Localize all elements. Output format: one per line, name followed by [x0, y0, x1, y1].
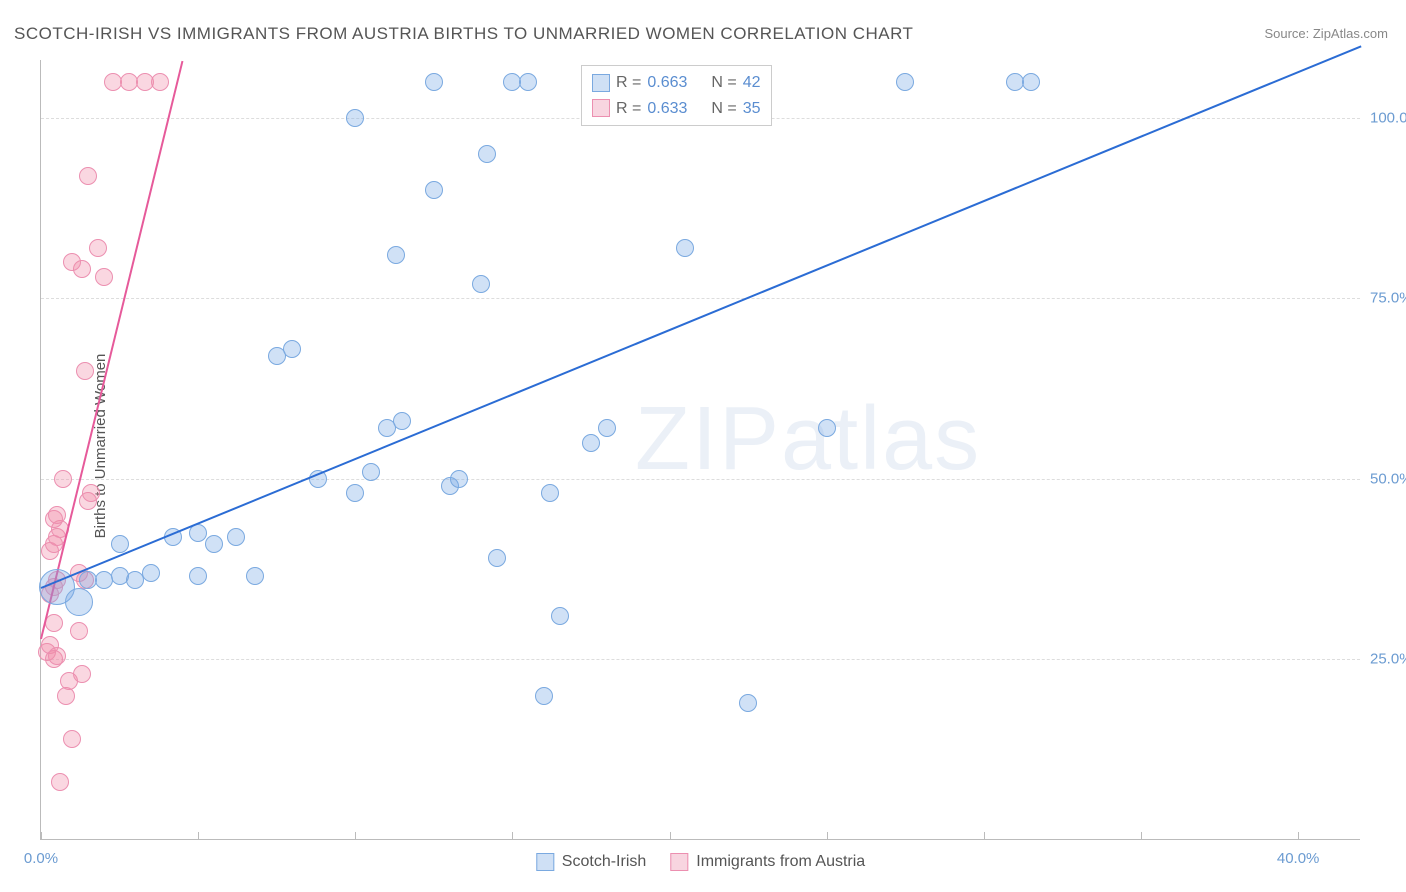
- scotch_irish-point: [346, 109, 364, 127]
- source-label: Source:: [1264, 26, 1312, 41]
- scotch_irish-point: [227, 528, 245, 546]
- austria-point: [54, 470, 72, 488]
- legend-n-value: 42: [743, 70, 761, 96]
- source-attribution: Source: ZipAtlas.com: [1264, 26, 1388, 41]
- austria-point: [70, 622, 88, 640]
- watermark: ZIPatlas: [635, 388, 981, 491]
- scotch_irish-point: [142, 564, 160, 582]
- scotch_irish-point: [519, 73, 537, 91]
- plot-area: ZIPatlas R = 0.663N = 42R = 0.633N = 35 …: [40, 60, 1360, 840]
- legend-n-label: N =: [711, 70, 736, 96]
- x-tick: [41, 832, 42, 840]
- legend-swatch: [536, 853, 554, 871]
- source-name: ZipAtlas.com: [1313, 26, 1388, 41]
- austria-point: [51, 773, 69, 791]
- scotch_irish-point: [450, 470, 468, 488]
- scotch_irish-point: [425, 73, 443, 91]
- scotch_irish-point: [896, 73, 914, 91]
- x-tick: [355, 832, 356, 840]
- scotch_irish-point: [739, 694, 757, 712]
- y-tick-label: 50.0%: [1370, 470, 1406, 487]
- austria-trendline: [40, 61, 183, 639]
- scotch_irish-point: [246, 567, 264, 585]
- scotch_irish-point: [1022, 73, 1040, 91]
- austria-point: [76, 362, 94, 380]
- legend-r-value: 0.663: [647, 70, 687, 96]
- scotch_irish-point: [676, 239, 694, 257]
- legend-row-scotch_irish: R = 0.663 N = 42: [592, 70, 761, 96]
- scotch_irish-point: [111, 535, 129, 553]
- series-legend-label: Immigrants from Austria: [696, 853, 865, 871]
- gridline-h: [41, 298, 1360, 299]
- legend-swatch: [592, 74, 610, 92]
- scotch_irish-point: [582, 434, 600, 452]
- scotch_irish-point: [362, 463, 380, 481]
- series-legend: Scotch-Irish Immigrants from Austria: [536, 853, 865, 871]
- legend-r-label: R =: [616, 96, 641, 122]
- scotch_irish-point: [478, 145, 496, 163]
- gridline-h: [41, 479, 1360, 480]
- legend-swatch: [592, 99, 610, 117]
- austria-point: [63, 253, 81, 271]
- legend-n-label: N =: [711, 96, 736, 122]
- x-tick: [512, 832, 513, 840]
- scotch_irish-point: [818, 419, 836, 437]
- y-tick-label: 25.0%: [1370, 651, 1406, 668]
- austria-point: [95, 268, 113, 286]
- austria-point: [48, 647, 66, 665]
- austria-point: [73, 665, 91, 683]
- scotch_irish-point: [189, 567, 207, 585]
- austria-point: [151, 73, 169, 91]
- scotch_irish-point: [346, 484, 364, 502]
- scotch_irish-trendline: [41, 46, 1362, 590]
- series-legend-item-austria: Immigrants from Austria: [670, 853, 865, 871]
- chart-title: SCOTCH-IRISH VS IMMIGRANTS FROM AUSTRIA …: [14, 24, 913, 44]
- y-tick-label: 75.0%: [1370, 290, 1406, 307]
- scotch_irish-point: [488, 549, 506, 567]
- scotch_irish-point: [283, 340, 301, 358]
- scotch_irish-point: [425, 181, 443, 199]
- series-legend-label: Scotch-Irish: [562, 853, 646, 871]
- correlation-legend: R = 0.663 N = 42 R = 0.633 N = 35: [581, 65, 772, 126]
- x-tick: [198, 832, 199, 840]
- x-tick-label: 0.0%: [24, 850, 58, 867]
- series-legend-item-scotch_irish: Scotch-Irish: [536, 853, 646, 871]
- legend-r-value: 0.633: [647, 96, 687, 122]
- scotch_irish-point: [393, 412, 411, 430]
- gridline-h: [41, 659, 1360, 660]
- austria-point: [82, 484, 100, 502]
- x-tick: [1298, 832, 1299, 840]
- legend-row-austria: R = 0.633 N = 35: [592, 96, 761, 122]
- austria-point: [48, 506, 66, 524]
- austria-point: [79, 167, 97, 185]
- x-tick-label: 40.0%: [1277, 850, 1320, 867]
- legend-n-value: 35: [743, 96, 761, 122]
- scotch_irish-point: [472, 275, 490, 293]
- x-tick: [1141, 832, 1142, 840]
- scotch_irish-point: [387, 246, 405, 264]
- x-tick: [670, 832, 671, 840]
- austria-point: [89, 239, 107, 257]
- legend-swatch: [670, 853, 688, 871]
- x-tick: [984, 832, 985, 840]
- scotch_irish-point: [551, 607, 569, 625]
- legend-r-label: R =: [616, 70, 641, 96]
- y-tick-label: 100.0%: [1370, 109, 1406, 126]
- austria-point: [63, 730, 81, 748]
- scotch_irish-point: [205, 535, 223, 553]
- x-tick: [827, 832, 828, 840]
- scotch_irish-point: [541, 484, 559, 502]
- scotch_irish-point: [598, 419, 616, 437]
- scotch_irish-point: [535, 687, 553, 705]
- scotch_irish-point: [65, 588, 93, 616]
